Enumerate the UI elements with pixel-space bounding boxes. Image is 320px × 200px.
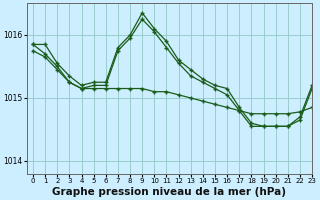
X-axis label: Graphe pression niveau de la mer (hPa): Graphe pression niveau de la mer (hPa) <box>52 187 286 197</box>
